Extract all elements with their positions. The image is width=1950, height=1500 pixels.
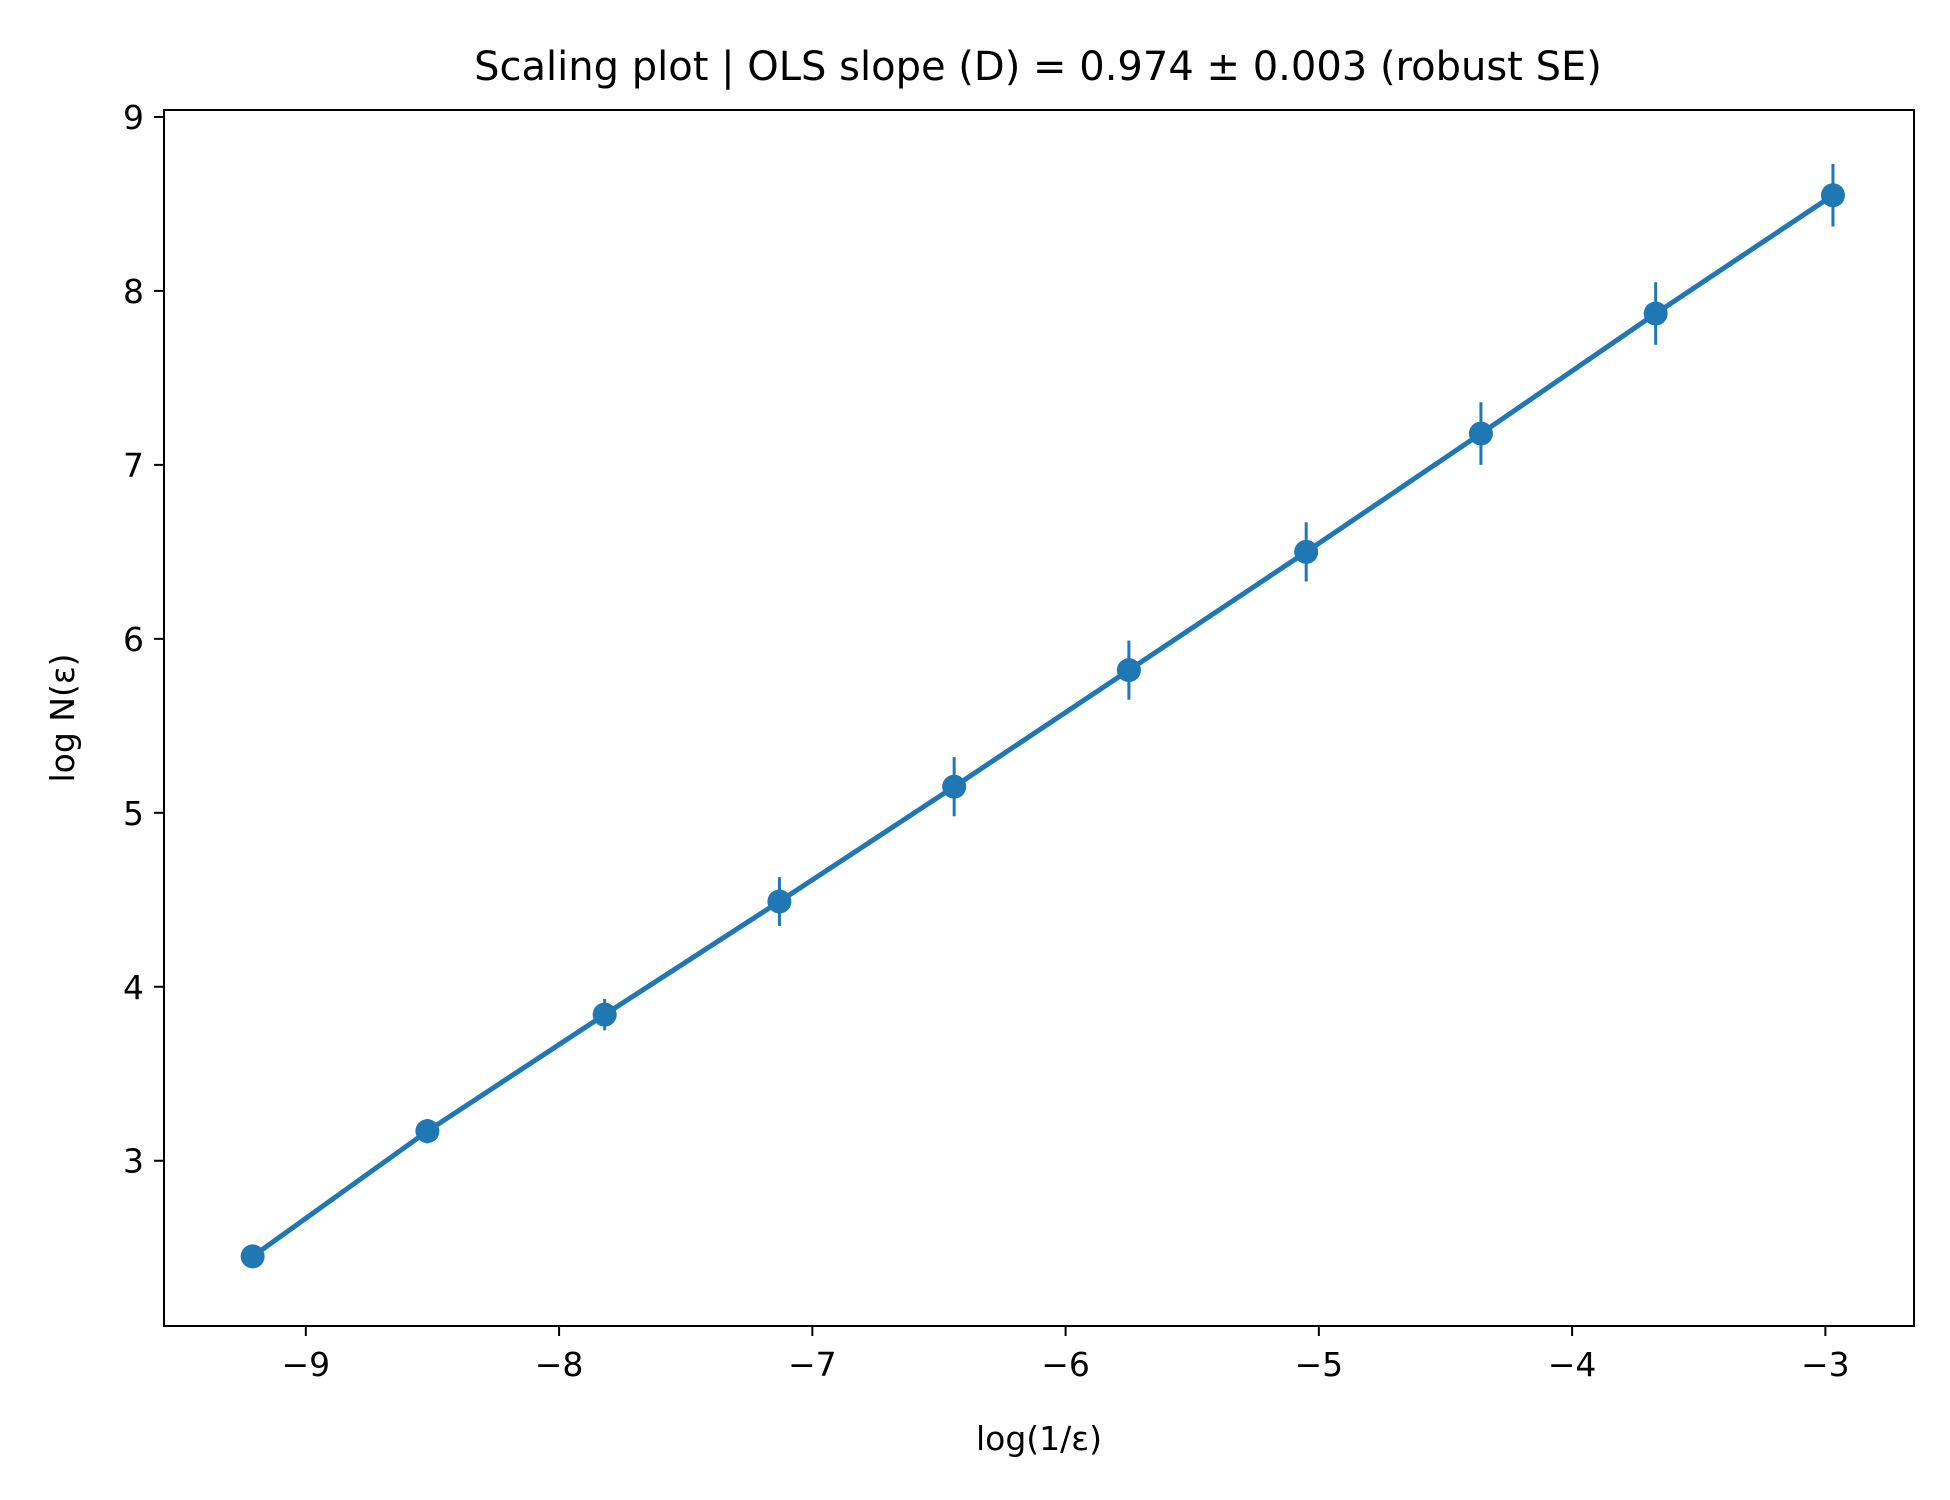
series-line [250,192,1836,1259]
x-axis-label: log(1/ε) [976,1419,1102,1458]
y-tick-label: 5 [123,794,144,833]
data-point [1820,183,1845,208]
data-point [240,1244,265,1269]
y-tick-label: 4 [123,968,144,1007]
x-tick-label: −8 [535,1345,584,1384]
plot-area [240,163,1845,1269]
data-point [1294,539,1319,564]
axes-frame [163,109,1915,1327]
data-point [1643,301,1668,326]
y-tick-label: 8 [123,272,144,311]
y-axis-ticks: 3 4 5 6 7 8 9 [123,98,164,1181]
y-tick-label: 3 [123,1142,144,1181]
data-point [942,774,967,799]
x-tick-label: −4 [1548,1345,1597,1384]
x-tick-label: −3 [1801,1345,1850,1384]
data-point [1116,658,1141,683]
data-point [415,1119,440,1144]
y-tick-label: 9 [123,98,144,137]
y-tick-label: 6 [123,620,144,659]
y-tick-label: 7 [123,446,144,485]
data-point [592,1002,617,1027]
data-point [1468,421,1493,446]
x-axis-ticks: −9 −8 −7 −6 −5 −4 −3 [281,1326,1850,1384]
x-tick-label: −6 [1041,1345,1090,1384]
x-tick-label: −7 [788,1345,837,1384]
y-axis-label: log N(ε) [43,653,82,782]
chart-title: Scaling plot | OLS slope (D) = 0.974 ± 0… [474,44,1602,90]
data-point [767,889,792,914]
x-tick-label: −5 [1295,1345,1344,1384]
x-tick-label: −9 [281,1345,330,1384]
